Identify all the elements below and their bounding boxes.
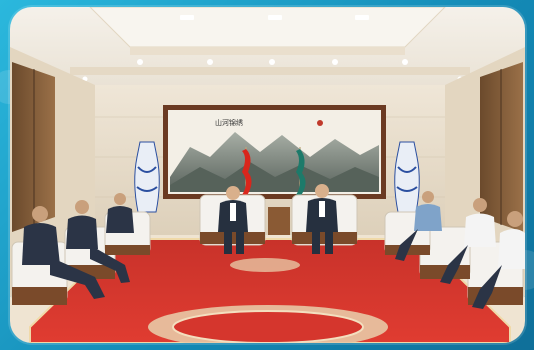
meeting-room-scene: 山河锦绣 — [10, 7, 525, 343]
right-vase — [394, 141, 420, 213]
ceiling-lights — [82, 15, 463, 82]
left-delegates — [22, 193, 134, 299]
host-person — [218, 186, 248, 254]
carpet-ornament — [230, 258, 300, 272]
ceiling-coffer — [89, 7, 446, 48]
teal-flag — [296, 149, 306, 197]
ceiling-trim — [70, 67, 470, 75]
right-delegates — [395, 191, 525, 309]
side-table — [268, 207, 290, 235]
left-vase — [134, 141, 160, 213]
photo: 山河锦绣 — [10, 7, 525, 343]
painting-inscription: 山河锦绣 — [215, 118, 243, 127]
red-flag — [242, 149, 252, 197]
ceiling-trim — [130, 47, 405, 55]
guest-person — [306, 184, 338, 254]
